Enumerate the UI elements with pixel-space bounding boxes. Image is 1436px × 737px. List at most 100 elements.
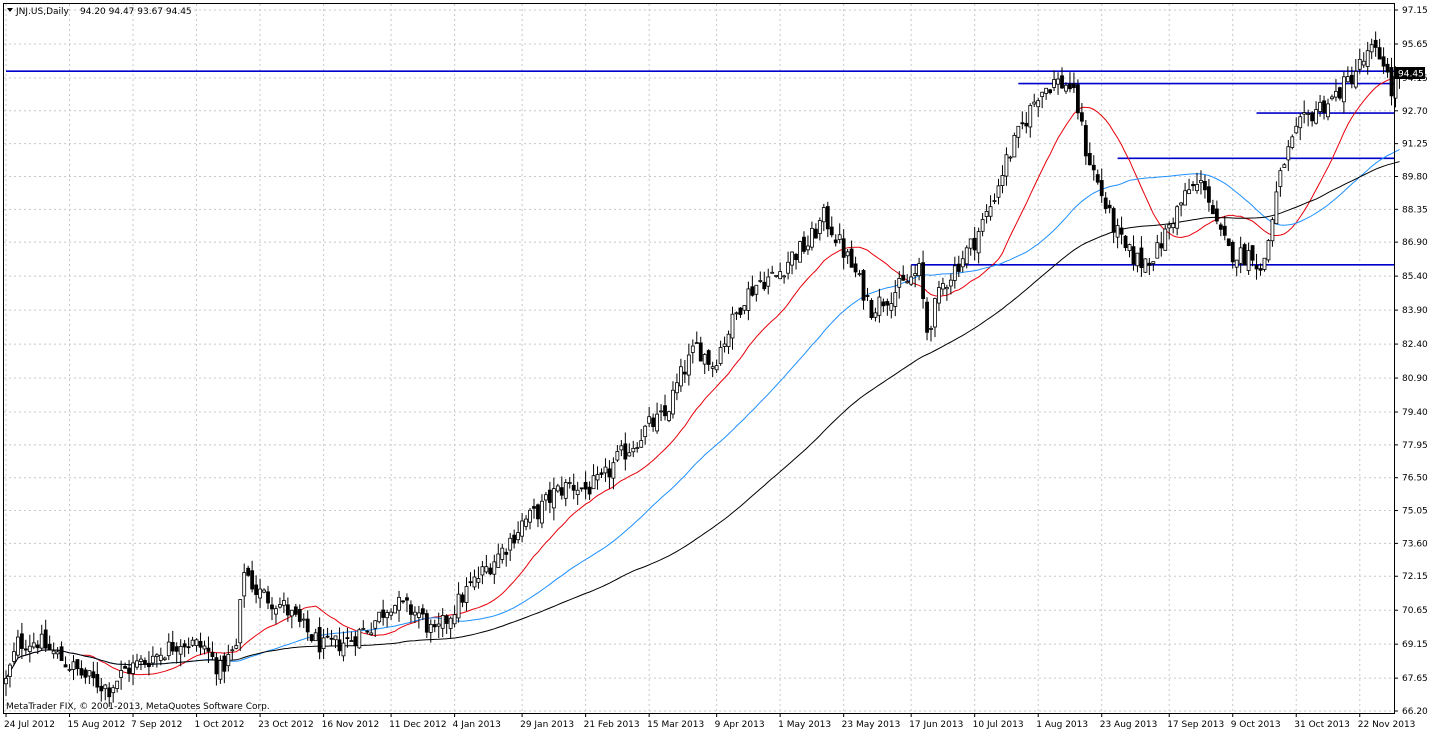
candle-body	[1040, 91, 1045, 97]
candle-body	[1147, 262, 1152, 266]
candle-body	[1131, 246, 1136, 265]
candle-body	[313, 632, 318, 642]
candle-body	[1353, 71, 1358, 88]
candle-body	[1357, 58, 1362, 70]
candle	[841, 229, 846, 270]
candle-body	[595, 474, 600, 481]
candle-body	[230, 649, 235, 652]
candle-body	[734, 312, 739, 315]
candle-body	[1218, 224, 1223, 230]
candle-body	[1290, 136, 1295, 148]
time-axis[interactable]: 24 Jul 2012 15 Aug 2012 7 Sep 2012 1 Oct 20…	[4, 713, 1415, 730]
candle	[1095, 169, 1100, 185]
candle	[897, 271, 902, 299]
candle-body	[893, 292, 898, 307]
candle	[524, 515, 528, 531]
candle	[484, 554, 489, 574]
candle-body	[1012, 135, 1017, 158]
candle-body	[59, 646, 64, 661]
candle-body	[1016, 125, 1021, 138]
candle-body	[1044, 87, 1049, 94]
candle	[1218, 222, 1223, 237]
price-tick-label: 79.40	[1402, 408, 1428, 418]
candle-body	[83, 669, 88, 678]
candle-body	[516, 532, 521, 541]
candle-body	[794, 253, 798, 260]
candle	[1183, 182, 1187, 206]
candle	[71, 655, 76, 681]
candle-body	[186, 646, 191, 649]
candle	[972, 226, 977, 261]
candle	[4, 670, 8, 697]
candle-body	[250, 570, 255, 590]
candle-body	[686, 354, 691, 376]
price-tick-label: 75.05	[1402, 507, 1428, 517]
candle	[1341, 71, 1346, 113]
candle	[1302, 100, 1307, 124]
candle-body	[663, 405, 667, 417]
candle	[1318, 94, 1322, 117]
candle-body	[845, 251, 850, 257]
candle-body	[583, 481, 588, 490]
candle-body	[1369, 44, 1374, 53]
candle-body	[1230, 241, 1235, 263]
candle	[861, 268, 866, 310]
candle-body	[861, 270, 866, 301]
candle-body	[127, 667, 131, 674]
candle-body	[1032, 101, 1037, 105]
candle-body	[512, 534, 517, 544]
candle-body	[607, 468, 612, 478]
candle	[655, 402, 659, 434]
candle	[996, 178, 1001, 205]
candle	[881, 298, 886, 313]
candle	[444, 614, 449, 634]
candle	[1207, 178, 1211, 212]
candle	[504, 548, 509, 567]
candle	[877, 288, 882, 323]
candle	[1020, 111, 1025, 130]
candle	[547, 481, 552, 514]
candle	[1377, 38, 1382, 60]
candle	[1349, 66, 1354, 89]
candle	[83, 667, 88, 684]
dropdown-triangle-icon[interactable]	[7, 8, 13, 12]
candle	[575, 481, 580, 505]
candle	[119, 660, 124, 690]
candle	[540, 494, 544, 529]
candle	[289, 609, 294, 629]
horizontal-lines[interactable]	[6, 70, 1394, 266]
candle-body	[1159, 243, 1164, 249]
candle	[893, 280, 898, 317]
candle	[401, 600, 405, 604]
candle	[1330, 94, 1334, 101]
candle-body	[333, 635, 338, 641]
candle-body	[706, 350, 711, 365]
candle	[631, 440, 636, 458]
candle-body	[440, 615, 445, 629]
candle-body	[1373, 39, 1378, 48]
candle	[746, 281, 751, 321]
candle-body	[309, 634, 314, 641]
candle	[47, 635, 52, 651]
candle-body	[1286, 146, 1291, 161]
candle	[1254, 253, 1259, 280]
price-tick-label: 92.70	[1402, 107, 1428, 117]
candle	[1052, 70, 1056, 91]
candle	[563, 479, 568, 507]
grid	[4, 4, 1394, 713]
copyright-text: MetaTrader FIX, © 2001-2013, MetaQuotes …	[6, 702, 270, 712]
candle-body	[222, 655, 227, 672]
candle	[492, 554, 497, 585]
candle	[1032, 93, 1037, 108]
candle	[1250, 245, 1255, 267]
candle	[1139, 236, 1144, 277]
candle-body	[353, 636, 358, 646]
candle-body	[917, 263, 921, 277]
candle-body	[623, 443, 628, 460]
candle-body	[166, 641, 171, 657]
candle-body	[722, 343, 727, 347]
candle-body	[933, 298, 937, 328]
candle	[714, 359, 719, 374]
candle	[1048, 88, 1053, 95]
